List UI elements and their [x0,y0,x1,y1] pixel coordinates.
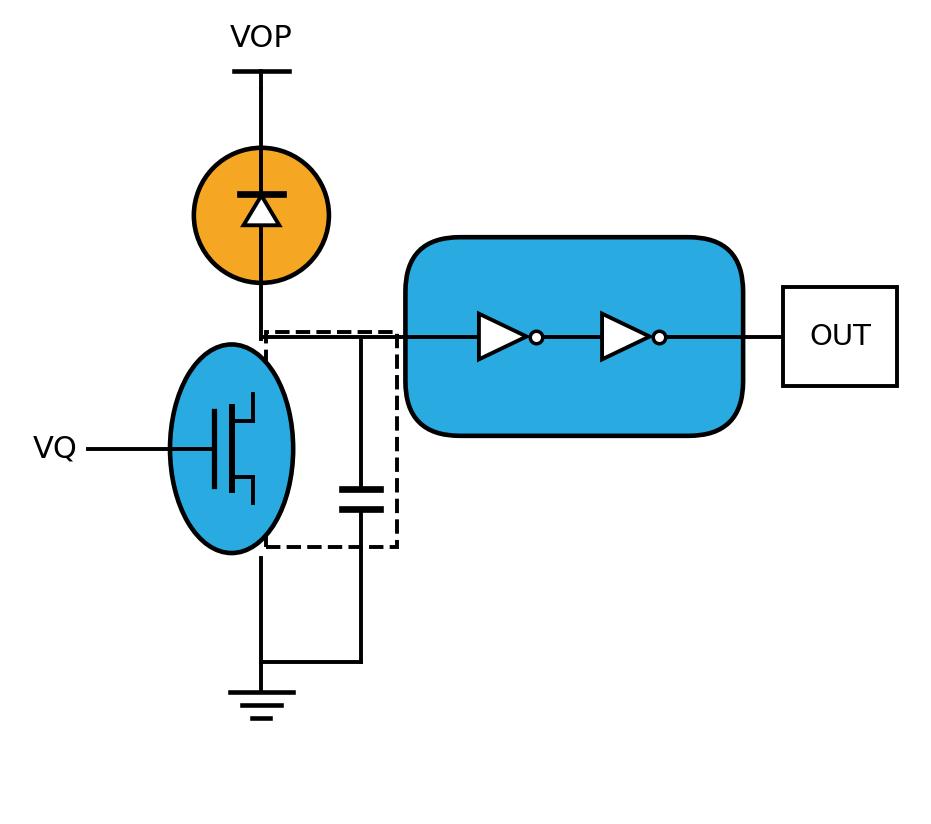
Polygon shape [244,195,279,225]
Polygon shape [602,314,650,359]
Text: OUT: OUT [809,322,870,350]
Text: VOP: VOP [230,25,292,54]
FancyBboxPatch shape [405,237,743,436]
Bar [266,331,398,547]
Ellipse shape [170,344,293,553]
Polygon shape [479,314,527,359]
Text: VQ: VQ [33,434,77,463]
Bar [783,287,897,386]
Circle shape [194,147,329,283]
